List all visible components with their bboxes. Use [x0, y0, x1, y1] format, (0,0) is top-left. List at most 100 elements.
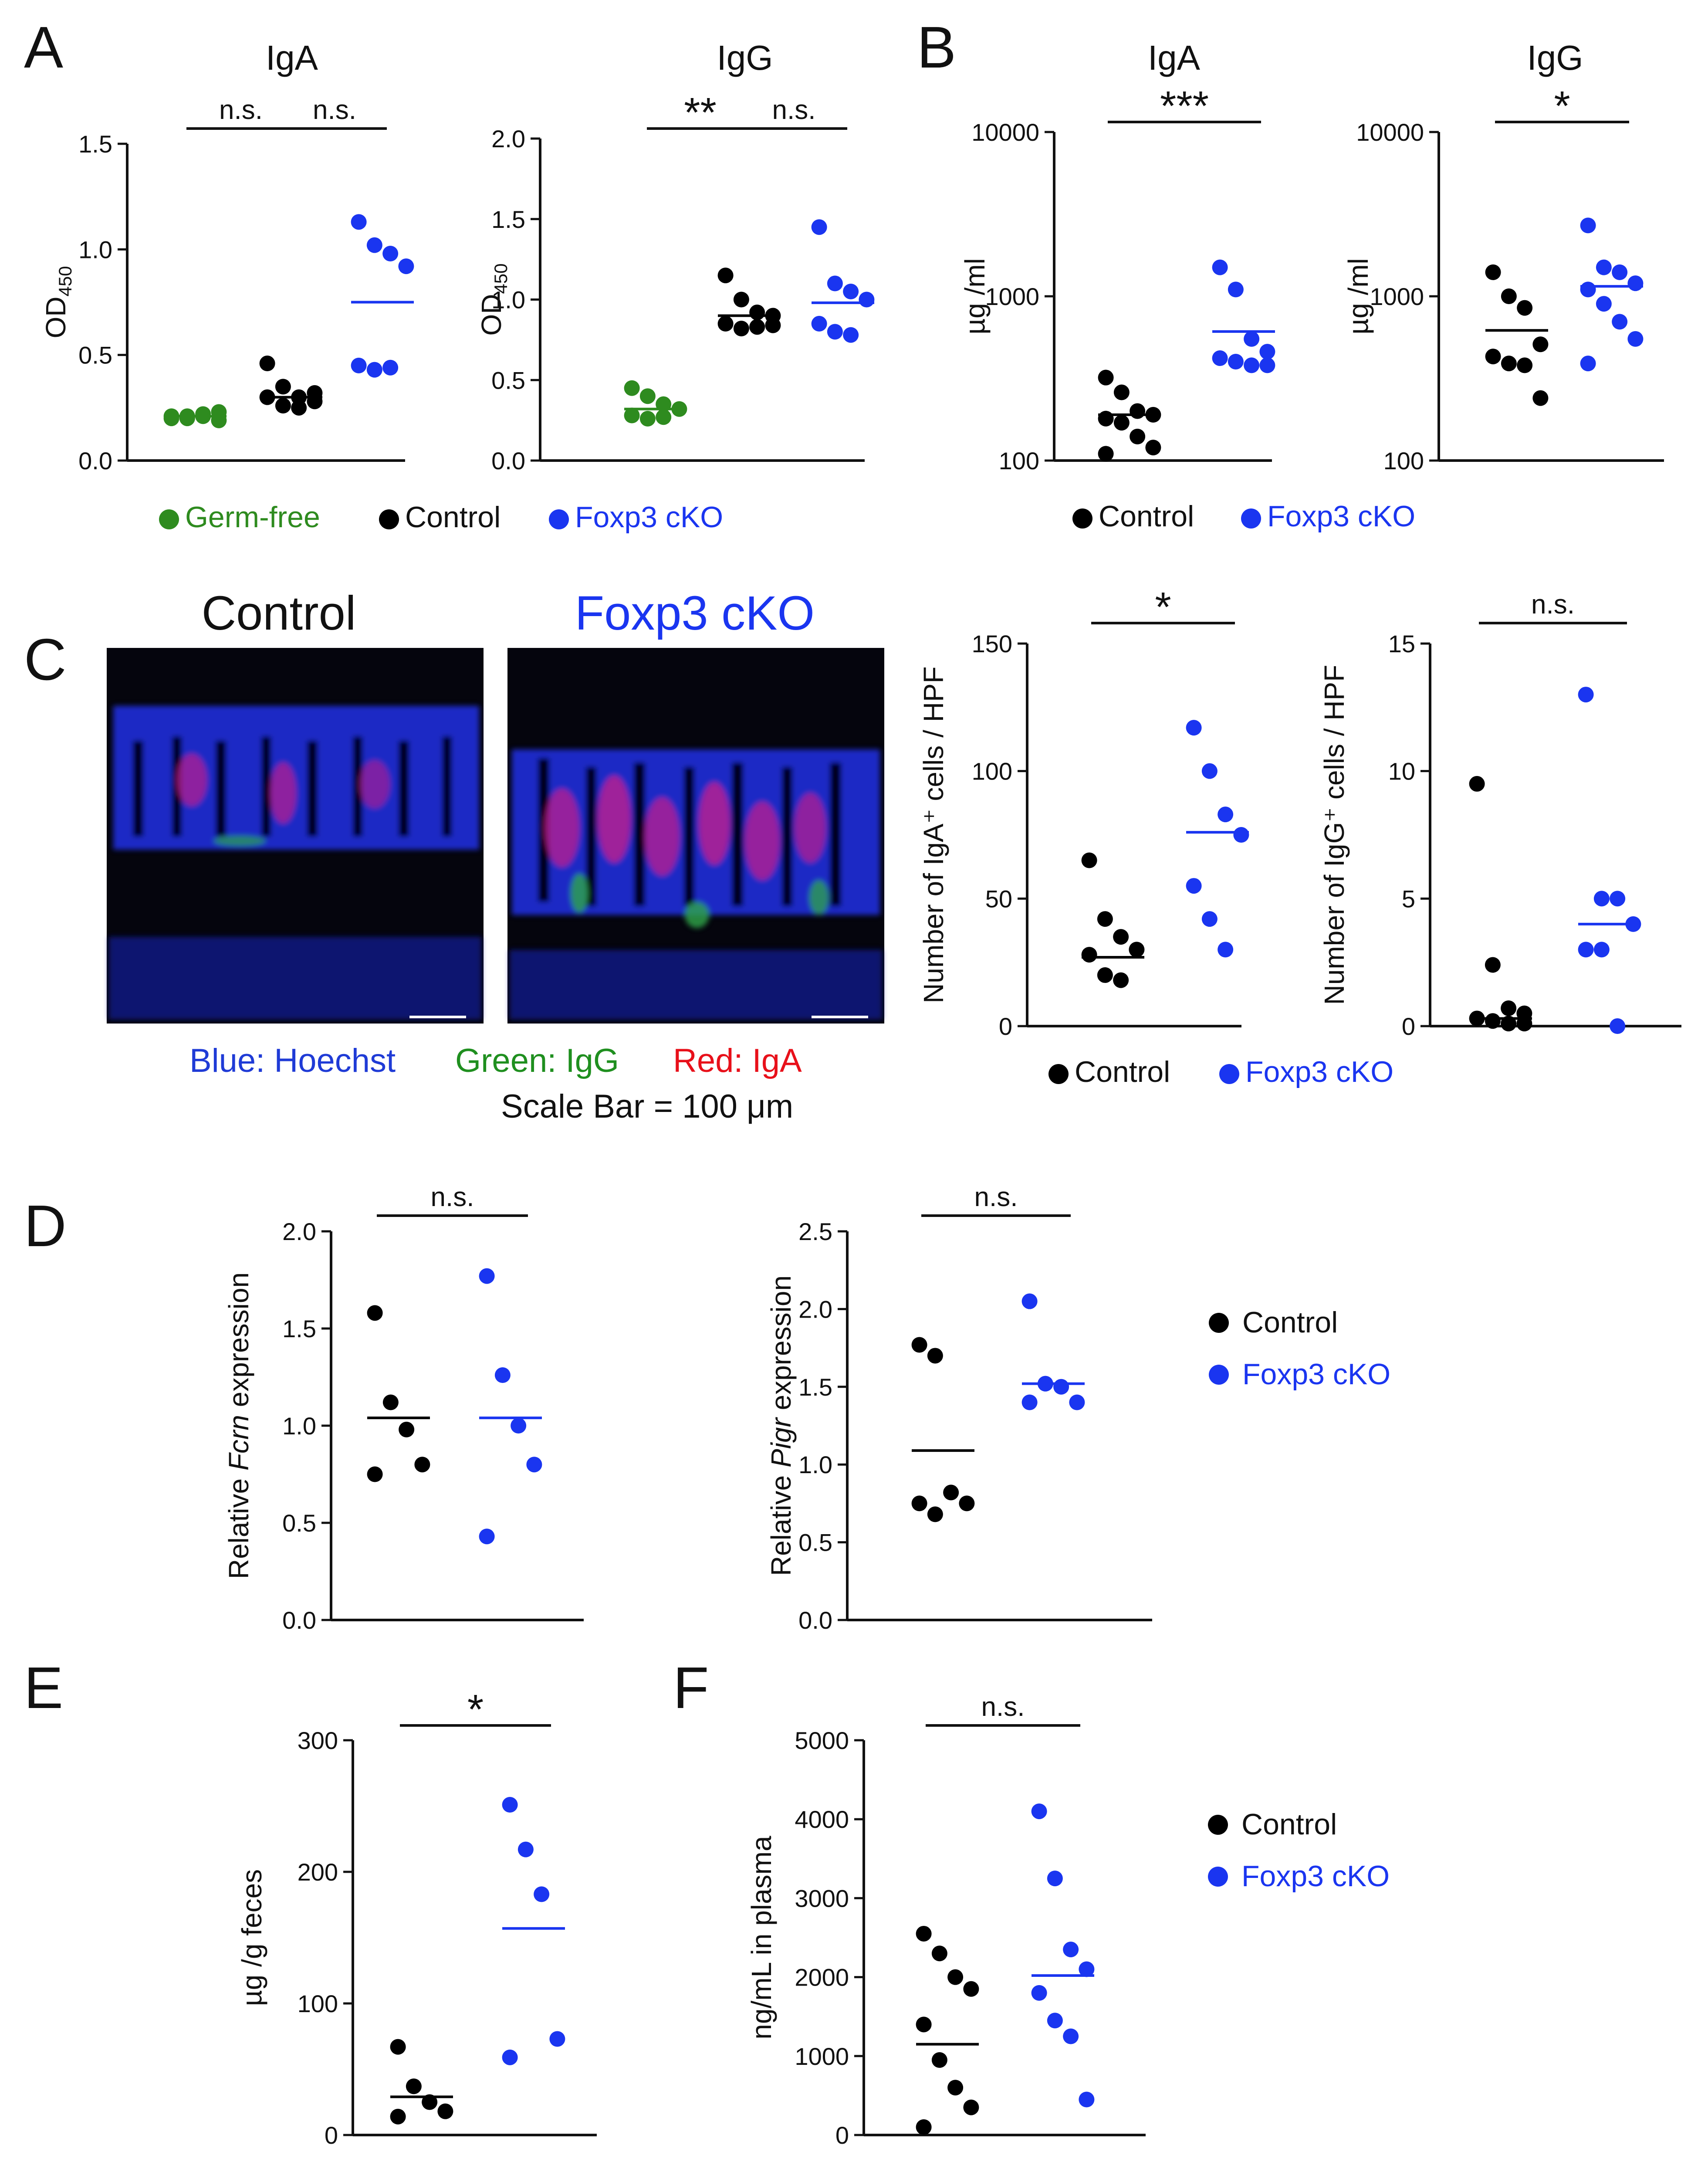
y-tick-label: 2.0 [282, 1218, 316, 1245]
data-point [1580, 356, 1596, 372]
data-point [916, 2016, 932, 2033]
data-point [1259, 357, 1275, 373]
data-point [275, 397, 291, 413]
data-point [1186, 878, 1202, 894]
data-point [1580, 217, 1596, 234]
y-tick-label: 1.0 [798, 1451, 832, 1478]
significance-label: n.s. [219, 95, 263, 125]
legend-marker-foxp3-cko [1208, 1867, 1228, 1887]
data-point [624, 380, 640, 396]
data-point [639, 388, 656, 404]
data-point [1596, 296, 1612, 312]
y-tick-label: 0 [999, 1013, 1012, 1040]
data-point [511, 1418, 527, 1434]
data-point [843, 284, 859, 300]
legend-label-control: Control [1241, 1808, 1337, 1841]
data-point [1063, 1942, 1079, 1958]
legend-label-foxp3-cko: Foxp3 cKO [1242, 1358, 1390, 1391]
data-point [963, 2099, 979, 2115]
control-micrograph [107, 648, 484, 1023]
legend-label-control: Control [1099, 500, 1194, 533]
legend-label-control: Control [1242, 1306, 1338, 1339]
legend-f: Control Foxp3 cKO [1208, 1808, 1390, 1893]
data-point [927, 1506, 943, 1522]
data-point [1259, 344, 1275, 360]
data-point [931, 2052, 947, 2068]
legend-marker-foxp3-cko [1241, 508, 1261, 529]
y-tick-label: 0.5 [491, 366, 525, 394]
data-point [1079, 2091, 1095, 2108]
data-point [1129, 942, 1145, 958]
y-tick-label: 3000 [795, 1884, 849, 1912]
data-point [1113, 972, 1129, 988]
legend-d: Control Foxp3 cKO [1209, 1306, 1390, 1391]
chart-f: 0 1000 2000 3000 4000 5000 ng/mL in plasma n.s. [746, 1692, 1146, 2149]
legend-label-foxp3-cko: Foxp3 cKO [1267, 500, 1415, 533]
micrograph-caption: Blue: Hoechst Green: IgG Red: IgA Scale … [189, 1042, 802, 1125]
legend-marker-control [379, 509, 399, 529]
data-point [1113, 415, 1130, 431]
data-point [811, 315, 827, 332]
y-tick-label: 1.0 [78, 236, 112, 263]
data-point [1098, 446, 1114, 462]
significance-label: n.s. [1531, 590, 1575, 620]
data-point [1145, 440, 1161, 456]
y-tick-label: 0.0 [282, 1606, 316, 1634]
y-tick-label: 0.5 [798, 1529, 832, 1556]
y-tick-label: 1000 [985, 283, 1039, 310]
data-point [414, 1457, 430, 1473]
data-point [1578, 942, 1594, 958]
y-tick-label: 10000 [1356, 119, 1424, 146]
caption-hoechst: Blue: Hoechst [189, 1042, 396, 1079]
panel-label-c: C [24, 627, 67, 692]
data-point [1021, 1293, 1038, 1309]
y-tick-label: 2000 [795, 1964, 849, 1991]
data-point [624, 407, 640, 424]
y-tick-label: 1.5 [798, 1373, 832, 1401]
y-tick-label: 100 [298, 1990, 338, 2017]
data-point [749, 319, 765, 335]
data-point [390, 2039, 406, 2055]
data-point [733, 321, 749, 337]
data-point [1186, 720, 1202, 736]
y-tick-label: 10 [1388, 758, 1415, 785]
panel-label-a: A [24, 14, 63, 80]
data-point [367, 1305, 383, 1321]
y-tick-label: 0.0 [78, 447, 112, 474]
data-point [526, 1457, 542, 1473]
caption-igg: Green: IgG [455, 1042, 619, 1079]
data-point [1098, 369, 1114, 386]
data-point [1113, 929, 1129, 945]
data-point [1501, 1000, 1517, 1017]
control-image-title: Control [202, 586, 356, 640]
data-point [1097, 911, 1113, 927]
data-point [1212, 350, 1228, 366]
legend-marker-foxp3-cko [1219, 1064, 1239, 1084]
chart-title: IgG [717, 38, 773, 77]
data-point [1244, 357, 1260, 373]
data-point [963, 1981, 979, 1997]
data-point [382, 246, 399, 262]
y-tick-label: 2.5 [798, 1218, 832, 1245]
data-point [517, 1841, 534, 1857]
chart-e: 0 100 200 300 µg /g feces * [236, 1686, 597, 2149]
data-point [1201, 911, 1218, 927]
significance-label: n.s. [981, 1692, 1025, 1722]
chart-a-igg: 0.0 0.5 1.0 1.5 2.0 IgG OD450 ** n.s. [476, 38, 875, 474]
data-point [1047, 2013, 1063, 2029]
y-axis-label: µg /ml [1343, 258, 1374, 335]
y-tick-label: 1.0 [282, 1412, 316, 1440]
data-point [656, 409, 672, 425]
chart-d-pigr: 0.0 0.5 1.0 1.5 2.0 2.5 Relative Pigr expressi… [765, 1182, 1152, 1634]
y-tick-label: 5000 [795, 1727, 849, 1754]
legend-marker-foxp3-cko [549, 509, 569, 529]
chart-a-iga: 0.0 0.5 1.0 1.5 IgA OD450 n.s. n.s. [40, 38, 414, 474]
data-point [406, 2078, 422, 2094]
data-point [1593, 942, 1610, 958]
data-point [179, 410, 195, 427]
data-point [1053, 1379, 1069, 1395]
data-point [916, 2119, 932, 2135]
y-tick-label: 0 [325, 2122, 338, 2149]
legend-marker-germ-free [159, 509, 179, 529]
